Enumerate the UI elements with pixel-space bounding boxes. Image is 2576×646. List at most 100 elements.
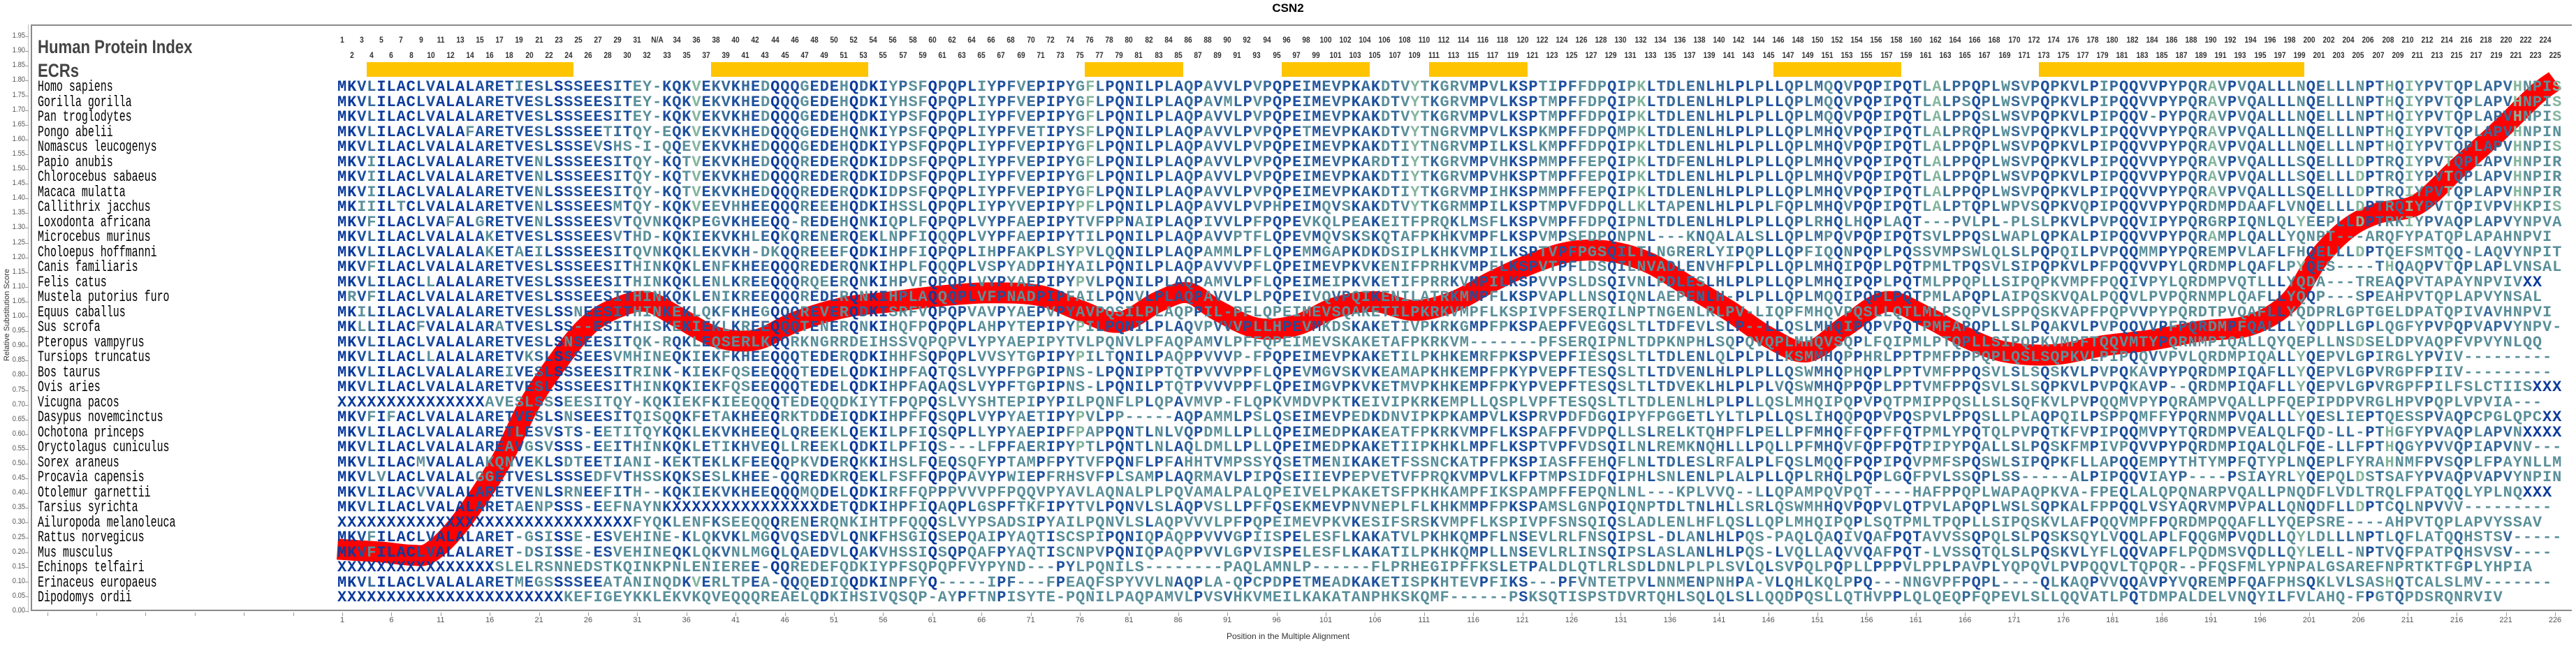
residue: R xyxy=(2197,108,2208,126)
residue: M xyxy=(1469,183,1479,201)
residue: L xyxy=(1706,123,1716,141)
y-tick-label: 0.00 xyxy=(12,606,25,615)
residue: L xyxy=(1164,168,1174,186)
residue: Q xyxy=(2188,108,2198,126)
residue: V xyxy=(2149,123,2159,141)
residue: V xyxy=(2070,168,2080,186)
residue: V xyxy=(2237,168,2248,186)
residue: K xyxy=(682,78,692,96)
residue: P xyxy=(1262,198,1273,216)
residue: V xyxy=(357,123,367,141)
protein-index-label: 177 xyxy=(2077,50,2089,60)
residue: A xyxy=(396,153,407,171)
residue: P xyxy=(1036,168,1046,186)
residue: E xyxy=(701,138,712,156)
residue: Q xyxy=(2247,108,2257,126)
x-tick-label: 136 xyxy=(1663,616,1676,624)
y-tick xyxy=(25,110,29,111)
residue: P xyxy=(2532,168,2542,186)
residue: L xyxy=(2473,183,2484,201)
residue: W xyxy=(2000,183,2011,201)
residue: L xyxy=(1764,153,1775,171)
residue: A xyxy=(2257,93,2267,111)
protein-index-label: 200 xyxy=(2303,35,2315,45)
residue: F xyxy=(1567,153,1578,171)
residue: I xyxy=(357,198,367,216)
residue: E xyxy=(810,123,820,141)
protein-index-label: 39 xyxy=(722,50,730,60)
residue: K xyxy=(711,93,722,111)
residue: Q xyxy=(2394,198,2405,216)
residue: P xyxy=(1952,93,1962,111)
residue: L xyxy=(446,153,456,171)
residue: L xyxy=(1764,138,1775,156)
residue: L xyxy=(386,138,397,156)
residue: N xyxy=(1125,213,1135,231)
residue: T xyxy=(2444,78,2454,96)
residue: A xyxy=(455,138,466,156)
protein-index-label: 22 xyxy=(544,50,553,60)
residue: T xyxy=(2375,168,2385,186)
x-tick-label: 226 xyxy=(2548,616,2562,624)
residue: D xyxy=(1380,153,1391,171)
residue: Y xyxy=(2168,168,2179,186)
residue: D xyxy=(1666,78,1676,96)
residue: - xyxy=(652,153,663,171)
species-name: Macaca mulatta xyxy=(38,183,126,201)
plot-frame xyxy=(31,24,2572,611)
residue: P xyxy=(1194,183,1204,201)
residue: G xyxy=(1440,108,1450,126)
ecr-bar xyxy=(711,62,869,77)
residue: P xyxy=(2089,123,2100,141)
residue: F xyxy=(918,138,928,156)
residue: N xyxy=(1695,168,1706,186)
protein-index-label: 76 xyxy=(1085,35,1094,45)
residue: I xyxy=(879,198,889,216)
residue: Q xyxy=(672,213,682,231)
residue: A xyxy=(2207,123,2218,141)
y-tick-label: 1.90 xyxy=(12,46,25,55)
residue: R xyxy=(485,183,495,201)
y-tick xyxy=(25,316,29,317)
residue: Q xyxy=(1115,108,1125,126)
residue: V xyxy=(1016,123,1027,141)
residue: T xyxy=(1961,198,1972,216)
residue: E xyxy=(1685,153,1696,171)
residue: V xyxy=(1488,153,1500,171)
residue: K xyxy=(2060,198,2070,216)
residue: T xyxy=(1656,198,1667,216)
residue: V xyxy=(1488,108,1500,126)
residue: V xyxy=(1459,138,1470,156)
residue: V xyxy=(2021,153,2031,171)
residue: H xyxy=(1272,198,1282,216)
protein-index-label: 117 xyxy=(1487,50,1499,60)
residue: S xyxy=(1341,198,1352,216)
residue: N xyxy=(2552,123,2563,141)
residue: K xyxy=(1637,78,1647,96)
residue: P xyxy=(1154,168,1164,186)
residue: P xyxy=(2089,78,2100,96)
residue: S xyxy=(2010,123,2021,141)
residue: K xyxy=(1351,93,1361,111)
residue: P xyxy=(1597,138,1608,156)
residue: V xyxy=(514,198,525,216)
y-tick-label: 0.40 xyxy=(12,488,25,497)
residue: Q xyxy=(632,183,643,201)
residue: P xyxy=(1243,198,1253,216)
residue: L xyxy=(2276,108,2287,126)
residue: D xyxy=(819,213,830,231)
residue: E xyxy=(1685,78,1696,96)
residue: P xyxy=(2010,198,2021,216)
residue: P xyxy=(2089,183,2100,201)
residue: I xyxy=(1046,183,1056,201)
residue: R xyxy=(2197,78,2208,96)
residue: C xyxy=(406,108,416,126)
residue: S xyxy=(1518,138,1529,156)
residue: D xyxy=(2237,198,2248,216)
residue: K xyxy=(1637,183,1647,201)
x-tick-label: 46 xyxy=(780,616,789,624)
residue: Y xyxy=(987,93,997,111)
residue: V xyxy=(2237,93,2248,111)
residue: I xyxy=(2099,108,2109,126)
residue: P xyxy=(1036,153,1046,171)
